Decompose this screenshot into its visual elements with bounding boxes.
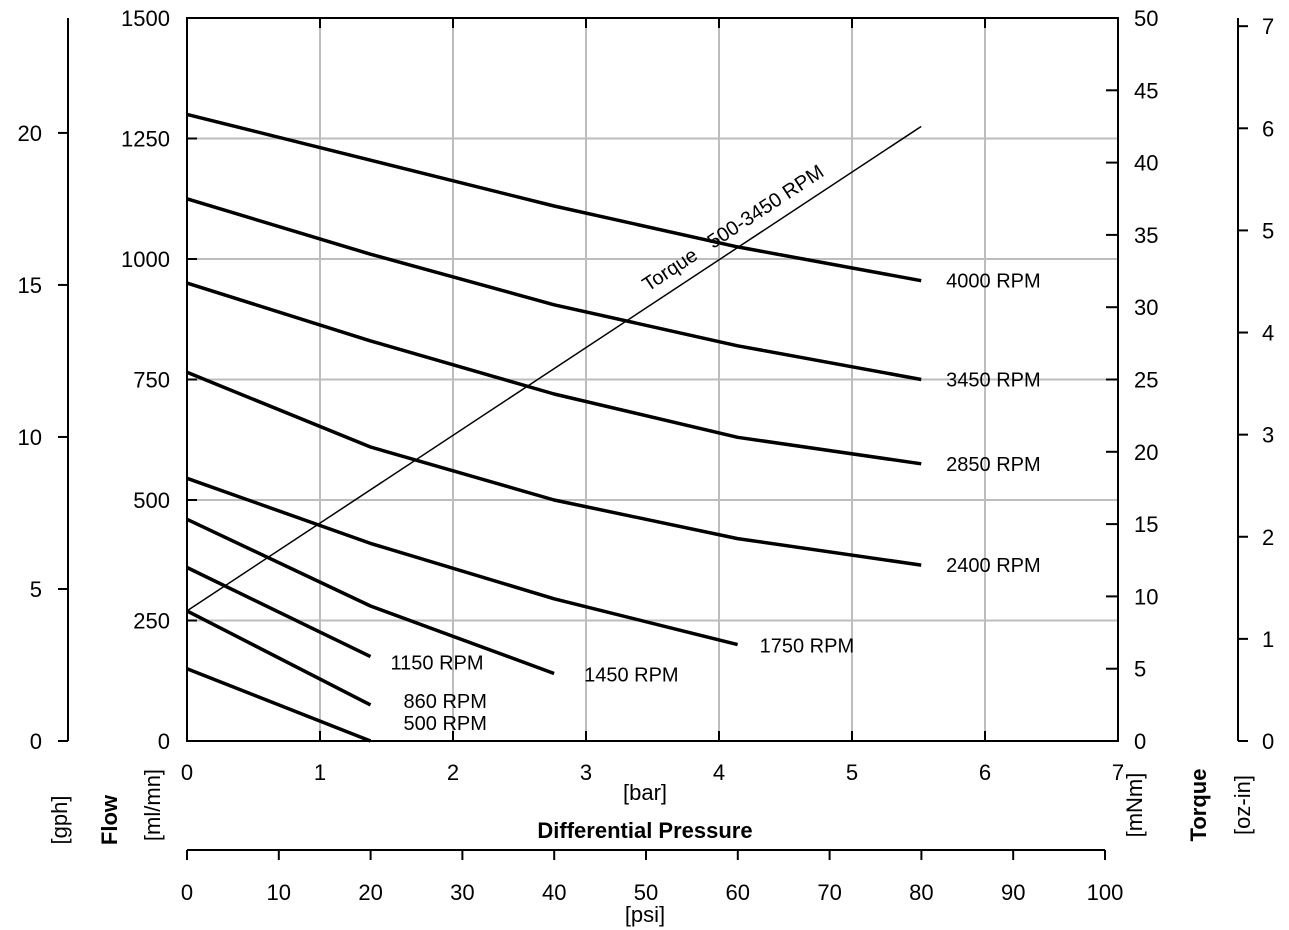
flow-ml-tick-label: 0	[158, 729, 170, 754]
ozin-tick-label: 0	[1262, 729, 1274, 754]
flow-curve-2400-rpm	[186, 370, 922, 567]
torque-mnm-tick-label: 10	[1134, 584, 1158, 609]
torque-mnm-tick-label: 35	[1134, 223, 1158, 248]
psi-tick-label: 70	[817, 880, 841, 905]
psi-tick-label: 20	[358, 880, 382, 905]
x-unit-label: [bar]	[623, 780, 667, 805]
curve-label: 1750 RPM	[760, 636, 855, 658]
ozin-tick-label: 7	[1262, 14, 1274, 39]
gph-tick-label: 0	[30, 729, 42, 754]
flow-curve-500-rpm	[186, 667, 372, 743]
curve-label: 1450 RPM	[584, 665, 679, 687]
torque-curve	[186, 125, 922, 612]
torque-mnm-tick-label: 30	[1134, 295, 1158, 320]
psi-tick-label: 50	[634, 880, 658, 905]
ozin-tick-label: 5	[1262, 218, 1274, 243]
axes	[58, 17, 1248, 860]
curve-label: 1150 RPM	[391, 653, 484, 675]
torque-mnm-tick-label: 0	[1134, 729, 1146, 754]
flow-ml-tick-label: 1250	[121, 127, 170, 152]
x-tick-label: 4	[713, 760, 725, 785]
psi-tick-label: 90	[1001, 880, 1025, 905]
curve-label: 2850 RPM	[946, 454, 1040, 476]
psi-tick-label: 10	[267, 880, 291, 905]
flow-curve-1450-rpm	[186, 517, 555, 676]
torque-mnm-tick-label: 20	[1134, 440, 1158, 465]
ozin-tick-label: 4	[1262, 321, 1274, 346]
torque-mnm-tick-label: 50	[1134, 6, 1158, 31]
x-tick-label: 0	[181, 760, 193, 785]
curve-label: 860 RPM	[404, 691, 487, 713]
torque-mnm-tick-label: 25	[1134, 368, 1158, 393]
psi-tick-label: 40	[542, 880, 566, 905]
psi-unit-label: [psi]	[625, 902, 665, 927]
torque-mnm-tick-label: 40	[1134, 151, 1158, 176]
x-tick-label: 5	[846, 760, 858, 785]
ozin-tick-label: 2	[1262, 525, 1274, 550]
gph-tick-label: 5	[30, 577, 42, 602]
curve-label: 2400 RPM	[946, 555, 1040, 577]
x-axis-title: Differential Pressure	[537, 818, 752, 843]
gph-tick-label: 20	[18, 121, 42, 146]
psi-tick-label: 80	[909, 880, 933, 905]
psi-tick-label: 100	[1087, 880, 1124, 905]
flow-ml-tick-label: 1000	[121, 247, 170, 272]
flow-curve-4000-rpm	[186, 112, 922, 283]
flow-curve-2850-rpm	[186, 281, 922, 466]
curve-label: 500 RPM	[404, 713, 487, 735]
psi-tick-label: 60	[726, 880, 750, 905]
flow-ml-tick-label: 750	[133, 368, 170, 393]
flow-curves	[186, 112, 922, 743]
ozin-unit-label: [oz-in]	[1230, 775, 1255, 835]
ozin-tick-label: 3	[1262, 423, 1274, 448]
gph-tick-label: 10	[18, 425, 42, 450]
flow-ml-tick-label: 500	[133, 488, 170, 513]
flow-curve-1150-rpm	[186, 565, 372, 659]
torque-axis-title: Torque	[1186, 769, 1211, 842]
torque-line	[186, 125, 922, 612]
flow-ml-tick-label: 1500	[121, 6, 170, 31]
curve-label: 4000 RPM	[946, 271, 1040, 293]
flow-curve-860-rpm	[186, 609, 372, 707]
flow-axis-title: Flow	[97, 794, 122, 845]
x-tick-label: 7	[1112, 760, 1124, 785]
torque-mnm-tick-label: 15	[1134, 512, 1158, 537]
flow-curve-3450-rpm	[186, 197, 922, 382]
torque-mnm-unit-label: [mNm]	[1122, 773, 1147, 838]
psi-tick-label: 0	[181, 880, 193, 905]
x-tick-label: 6	[979, 760, 991, 785]
curve-label: 3450 RPM	[946, 370, 1040, 392]
flow-ml-tick-label: 250	[133, 609, 170, 634]
x-tick-label: 2	[447, 760, 459, 785]
flow-ml-unit-label: [ml/mn]	[140, 769, 165, 841]
x-tick-label: 3	[580, 760, 592, 785]
gph-tick-label: 15	[18, 273, 42, 298]
torque-label: Torque 500-3450 RPM	[639, 161, 828, 296]
x-tick-label: 1	[314, 760, 326, 785]
flow-curve-1750-rpm	[186, 476, 739, 647]
ozin-tick-label: 1	[1262, 627, 1274, 652]
torque-mnm-tick-label: 5	[1134, 657, 1146, 682]
grid	[187, 18, 1118, 741]
torque-mnm-tick-label: 45	[1134, 78, 1158, 103]
gph-unit-label: [gph]	[47, 796, 72, 845]
ozin-tick-label: 6	[1262, 116, 1274, 141]
psi-tick-label: 30	[450, 880, 474, 905]
